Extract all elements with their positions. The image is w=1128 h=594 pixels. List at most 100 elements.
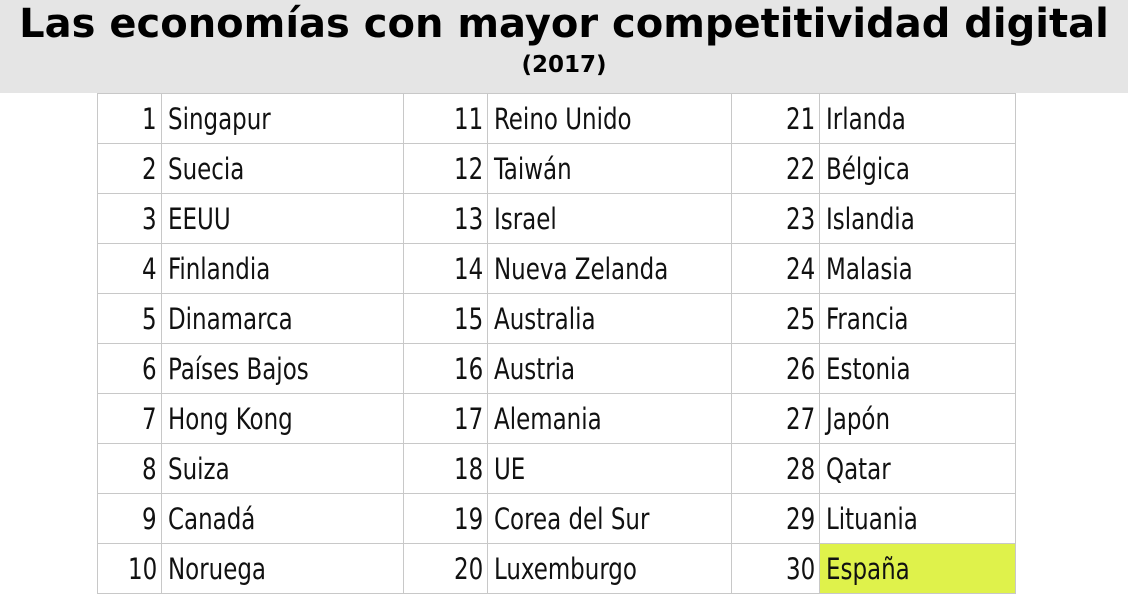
country-cell: UE bbox=[487, 443, 732, 494]
country-name: Irlanda bbox=[826, 101, 906, 136]
country-cell-highlighted: España bbox=[819, 543, 1016, 594]
rank-value: 14 bbox=[453, 251, 483, 286]
country-name: UE bbox=[494, 451, 526, 486]
rank-cell: 22 bbox=[731, 143, 820, 194]
country-name: Estonia bbox=[826, 351, 911, 386]
country-cell: Taiwán bbox=[487, 143, 732, 194]
rank-value: 19 bbox=[453, 501, 483, 536]
rank-value: 22 bbox=[785, 151, 815, 186]
country-cell: Lituania bbox=[819, 493, 1016, 544]
table-row: 10 Noruega 20 Luxemburgo 30 España bbox=[97, 543, 1016, 594]
rank-value: 30 bbox=[785, 551, 815, 586]
rank-cell: 4 bbox=[97, 243, 162, 294]
country-name: Hong Kong bbox=[168, 401, 293, 436]
country-cell: Singapur bbox=[161, 93, 404, 144]
rank-cell: 14 bbox=[403, 243, 488, 294]
rank-value: 3 bbox=[142, 201, 157, 236]
country-name: Qatar bbox=[826, 451, 891, 486]
rank-value: 15 bbox=[453, 301, 483, 336]
country-cell: Bélgica bbox=[819, 143, 1016, 194]
country-cell: Malasia bbox=[819, 243, 1016, 294]
country-name: Israel bbox=[494, 201, 557, 236]
country-name: Alemania bbox=[494, 401, 602, 436]
country-cell: Alemania bbox=[487, 393, 732, 444]
rank-value: 26 bbox=[785, 351, 815, 386]
table-row: 5 Dinamarca 15 Australia 25 Francia bbox=[97, 293, 1016, 344]
rank-value: 9 bbox=[142, 501, 157, 536]
rank-cell: 13 bbox=[403, 193, 488, 244]
rank-cell: 7 bbox=[97, 393, 162, 444]
rank-cell: 26 bbox=[731, 343, 820, 394]
rank-cell: 1 bbox=[97, 93, 162, 144]
country-name: Noruega bbox=[168, 551, 266, 586]
country-name: Taiwán bbox=[494, 151, 572, 186]
country-cell: Finlandia bbox=[161, 243, 404, 294]
rank-cell: 23 bbox=[731, 193, 820, 244]
rank-cell: 30 bbox=[731, 543, 820, 594]
rank-value: 8 bbox=[142, 451, 157, 486]
rank-value: 23 bbox=[785, 201, 815, 236]
table-row: 3 EEUU 13 Israel 23 Islandia bbox=[97, 193, 1016, 244]
country-cell: Corea del Sur bbox=[487, 493, 732, 544]
rank-value: 28 bbox=[785, 451, 815, 486]
country-cell: Australia bbox=[487, 293, 732, 344]
rank-value: 17 bbox=[453, 401, 483, 436]
rank-cell: 15 bbox=[403, 293, 488, 344]
country-name: Suecia bbox=[168, 151, 245, 186]
country-name: Canadá bbox=[168, 501, 256, 536]
country-cell: EEUU bbox=[161, 193, 404, 244]
country-name: EEUU bbox=[168, 201, 231, 236]
country-name: Dinamarca bbox=[168, 301, 293, 336]
country-name: Lituania bbox=[826, 501, 918, 536]
rank-value: 25 bbox=[785, 301, 815, 336]
rank-cell: 28 bbox=[731, 443, 820, 494]
country-name: Suiza bbox=[168, 451, 230, 486]
rank-cell: 20 bbox=[403, 543, 488, 594]
table-row: 9 Canadá 19 Corea del Sur 29 Lituania bbox=[97, 493, 1016, 544]
rank-value: 16 bbox=[453, 351, 483, 386]
country-cell: Qatar bbox=[819, 443, 1016, 494]
rank-cell: 16 bbox=[403, 343, 488, 394]
country-name: Reino Unido bbox=[494, 101, 632, 136]
header-band: Las economías con mayor competitividad d… bbox=[0, 0, 1128, 93]
rank-cell: 18 bbox=[403, 443, 488, 494]
table-row: 7 Hong Kong 17 Alemania 27 Japón bbox=[97, 393, 1016, 444]
table-row: 8 Suiza 18 UE 28 Qatar bbox=[97, 443, 1016, 494]
country-name: Países Bajos bbox=[168, 351, 309, 386]
country-name: Finlandia bbox=[168, 251, 271, 286]
country-cell: Reino Unido bbox=[487, 93, 732, 144]
rank-cell: 3 bbox=[97, 193, 162, 244]
table-row: 1 Singapur 11 Reino Unido 21 Irlanda bbox=[97, 93, 1016, 144]
ranking-table: 1 Singapur 11 Reino Unido 21 Irlanda 2 Suecia 12… bbox=[97, 93, 1016, 594]
rank-value: 7 bbox=[142, 401, 157, 436]
rank-value: 11 bbox=[453, 101, 483, 136]
rank-value: 18 bbox=[453, 451, 483, 486]
rank-cell: 2 bbox=[97, 143, 162, 194]
country-cell: Suecia bbox=[161, 143, 404, 194]
country-name: Corea del Sur bbox=[494, 501, 650, 536]
country-name: Malasia bbox=[826, 251, 913, 286]
rank-value: 2 bbox=[142, 151, 157, 186]
table-row: 6 Países Bajos 16 Austria 26 Estonia bbox=[97, 343, 1016, 394]
rank-cell: 12 bbox=[403, 143, 488, 194]
rank-cell: 10 bbox=[97, 543, 162, 594]
rank-value: 20 bbox=[453, 551, 483, 586]
country-cell: Noruega bbox=[161, 543, 404, 594]
rank-value: 4 bbox=[142, 251, 157, 286]
rank-cell: 19 bbox=[403, 493, 488, 544]
country-name: Francia bbox=[826, 301, 909, 336]
country-name: Singapur bbox=[168, 101, 271, 136]
table-row: 2 Suecia 12 Taiwán 22 Bélgica bbox=[97, 143, 1016, 194]
country-cell: Nueva Zelanda bbox=[487, 243, 732, 294]
ranking-table-wrapper: 1 Singapur 11 Reino Unido 21 Irlanda 2 Suecia 12… bbox=[97, 93, 1016, 594]
country-name: Luxemburgo bbox=[494, 551, 637, 586]
country-cell: Austria bbox=[487, 343, 732, 394]
rank-value: 1 bbox=[142, 101, 157, 136]
country-cell: Países Bajos bbox=[161, 343, 404, 394]
rank-value: 10 bbox=[127, 551, 157, 586]
country-cell: Israel bbox=[487, 193, 732, 244]
country-name: Austria bbox=[494, 351, 576, 386]
chart-title: Las economías con mayor competitividad d… bbox=[19, 1, 1109, 47]
rank-cell: 6 bbox=[97, 343, 162, 394]
rank-cell: 24 bbox=[731, 243, 820, 294]
